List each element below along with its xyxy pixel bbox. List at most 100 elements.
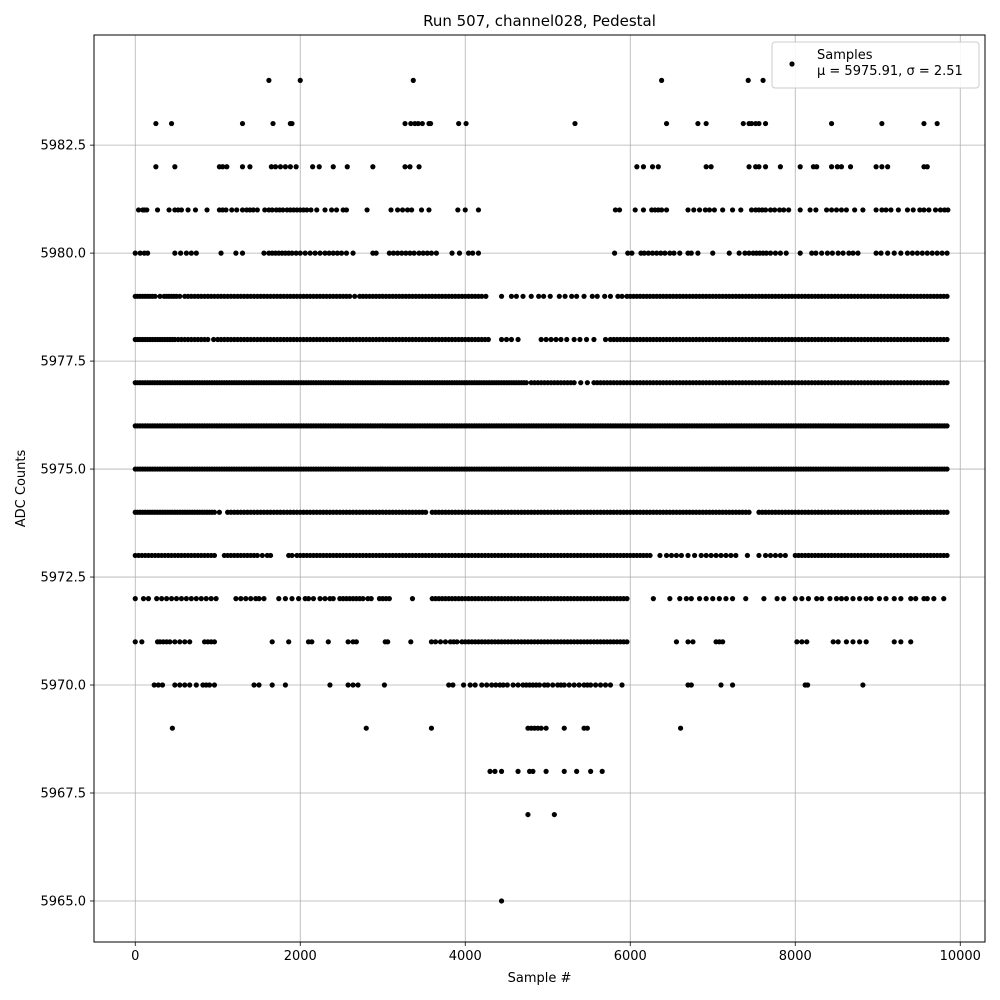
data-point	[224, 164, 230, 170]
data-point	[239, 250, 246, 256]
data-point	[177, 682, 183, 688]
data-point	[688, 250, 694, 256]
x-tick-label: 4000	[449, 949, 482, 964]
data-point	[763, 250, 769, 256]
data-point	[428, 725, 435, 731]
data-point	[164, 596, 170, 602]
data-point	[873, 164, 879, 170]
legend-marker	[789, 61, 795, 67]
data-point	[615, 293, 621, 299]
data-point	[327, 682, 333, 688]
data-point	[247, 164, 253, 170]
data-point	[649, 250, 656, 256]
data-point	[304, 207, 310, 213]
data-point	[594, 293, 600, 299]
data-point	[742, 250, 748, 256]
data-point	[835, 639, 841, 645]
data-point	[939, 250, 945, 256]
data-point	[475, 207, 482, 213]
data-point	[388, 207, 394, 213]
data-point	[353, 639, 359, 645]
data-point	[649, 164, 656, 170]
data-point	[493, 682, 499, 688]
data-point	[799, 639, 805, 645]
data-point	[192, 207, 199, 213]
data-point	[153, 164, 159, 170]
data-point	[813, 207, 819, 213]
data-point	[819, 250, 825, 256]
data-point	[804, 639, 810, 645]
data-point	[860, 682, 866, 688]
data-point	[370, 164, 376, 170]
data-point	[944, 380, 950, 386]
data-point	[830, 639, 836, 645]
x-axis-ticks: 0 2000 4000 6000 8000 10000	[131, 942, 981, 964]
data-point	[409, 207, 415, 213]
data-point	[838, 596, 845, 602]
data-point	[182, 639, 188, 645]
data-point	[385, 639, 391, 645]
data-point	[690, 639, 696, 645]
data-point	[619, 293, 625, 299]
data-point	[368, 596, 374, 602]
data-point	[333, 207, 340, 213]
data-point	[688, 682, 694, 688]
data-point	[760, 77, 766, 83]
data-point	[159, 596, 165, 602]
data-point	[762, 552, 769, 559]
data-point	[736, 250, 742, 256]
data-point	[659, 77, 665, 83]
data-point	[663, 120, 670, 127]
data-point	[944, 336, 950, 343]
data-point	[673, 639, 680, 645]
data-point	[545, 682, 551, 688]
data-point	[280, 207, 286, 213]
data-point	[543, 725, 549, 731]
data-point	[776, 207, 783, 213]
data-point	[703, 552, 709, 559]
data-point	[538, 336, 544, 343]
data-point	[655, 164, 661, 170]
data-point	[449, 250, 455, 256]
data-point	[934, 120, 940, 127]
y-tick-label: 5965.0	[41, 894, 87, 909]
data-point	[456, 250, 463, 256]
data-point	[843, 639, 850, 645]
data-point	[746, 250, 752, 256]
data-point	[310, 596, 317, 602]
data-point	[762, 207, 769, 213]
y-axis-label: ADC Counts	[14, 450, 29, 528]
data-point	[475, 250, 482, 256]
data-point	[879, 120, 885, 127]
data-point	[931, 596, 937, 602]
data-point	[726, 250, 732, 256]
data-point	[824, 207, 830, 213]
data-point	[914, 250, 920, 256]
data-point	[569, 293, 575, 299]
data-point	[860, 207, 866, 213]
data-point	[329, 207, 335, 213]
data-point	[924, 164, 930, 170]
data-point	[408, 120, 414, 127]
data-point	[312, 250, 318, 256]
data-point	[840, 250, 846, 256]
data-point	[723, 596, 729, 602]
data-point	[702, 207, 708, 213]
data-point	[262, 207, 268, 213]
data-point	[206, 682, 213, 688]
data-point	[564, 336, 570, 343]
data-point	[211, 336, 217, 343]
data-point	[166, 207, 172, 213]
data-point	[277, 164, 284, 170]
data-point	[310, 164, 316, 170]
data-point	[926, 207, 932, 213]
data-point	[239, 207, 246, 213]
data-point	[917, 207, 923, 213]
data-point	[238, 596, 244, 602]
data-point	[944, 466, 950, 472]
data-point	[746, 509, 752, 515]
data-point	[223, 207, 229, 213]
y-tick-label: 5972.5	[41, 571, 87, 586]
data-point	[577, 336, 583, 343]
data-point	[350, 250, 356, 256]
